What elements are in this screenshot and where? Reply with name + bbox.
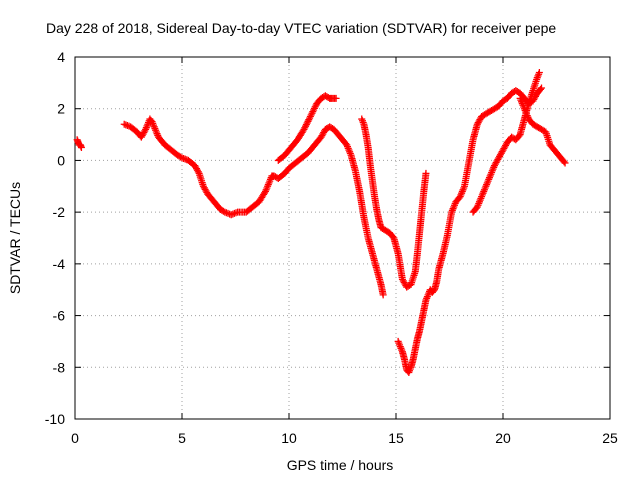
data-point-marker bbox=[302, 122, 310, 130]
data-point-marker bbox=[306, 114, 314, 122]
data-point-marker bbox=[309, 108, 317, 116]
data-point-marker bbox=[538, 84, 546, 92]
y-tick-label: -6 bbox=[53, 308, 66, 324]
chart-title: Day 228 of 2018, Sidereal Day-to-day VTE… bbox=[46, 20, 556, 36]
data-point-marker bbox=[306, 112, 314, 120]
y-tick-label: 2 bbox=[57, 101, 65, 117]
y-axis-label: SDTVAR / TECUs bbox=[7, 182, 23, 294]
data-points bbox=[73, 69, 569, 376]
data-point-marker bbox=[261, 189, 269, 197]
y-tick-label: -8 bbox=[53, 359, 66, 375]
data-point-marker bbox=[310, 106, 318, 114]
x-tick-label: 25 bbox=[602, 430, 618, 446]
x-tick-label: 10 bbox=[281, 430, 297, 446]
x-tick-label: 20 bbox=[495, 430, 511, 446]
data-point-marker bbox=[305, 116, 313, 124]
data-point-marker bbox=[358, 117, 366, 125]
data-point-marker bbox=[561, 159, 569, 167]
y-tick-label: -10 bbox=[45, 411, 65, 427]
data-point-marker bbox=[194, 168, 202, 176]
data-point-marker bbox=[560, 158, 568, 166]
y-tick-label: -2 bbox=[53, 204, 66, 220]
axis-ticks bbox=[74, 56, 611, 420]
data-point-marker bbox=[389, 233, 397, 241]
plot-frame bbox=[74, 56, 611, 420]
data-point-marker bbox=[308, 109, 316, 117]
x-tick-label: 5 bbox=[178, 430, 186, 446]
grid-lines bbox=[75, 57, 610, 419]
data-point-marker bbox=[300, 125, 308, 133]
data-point-marker bbox=[301, 124, 309, 132]
x-tick-label: 15 bbox=[388, 430, 404, 446]
data-point-marker bbox=[177, 153, 185, 161]
x-axis-label: GPS time / hours bbox=[287, 457, 394, 473]
data-point-marker bbox=[219, 207, 227, 215]
data-point-marker bbox=[141, 127, 149, 135]
y-tick-label: -4 bbox=[53, 256, 66, 272]
data-point-marker bbox=[77, 144, 85, 151]
data-point-marker bbox=[302, 121, 310, 129]
y-tick-label: 0 bbox=[57, 152, 65, 168]
data-point-marker bbox=[304, 117, 312, 125]
data-point-marker bbox=[422, 169, 430, 177]
data-point-marker bbox=[515, 132, 523, 140]
data-point-marker bbox=[310, 104, 318, 112]
data-point-marker bbox=[311, 103, 319, 111]
data-point-marker bbox=[359, 119, 367, 127]
x-tick-label: 0 bbox=[71, 430, 79, 446]
data-point-marker bbox=[332, 94, 340, 102]
data-point-marker bbox=[303, 119, 311, 127]
data-point-marker bbox=[379, 291, 387, 299]
data-point-marker bbox=[307, 111, 315, 119]
y-tick-label: 4 bbox=[57, 49, 65, 65]
data-point-marker bbox=[535, 69, 543, 77]
axis-tick-labels: 0 5 10 15 20 25 -10 -8 -6 -4 -2 0 2 4 bbox=[45, 49, 618, 446]
data-point-marker bbox=[536, 85, 544, 93]
